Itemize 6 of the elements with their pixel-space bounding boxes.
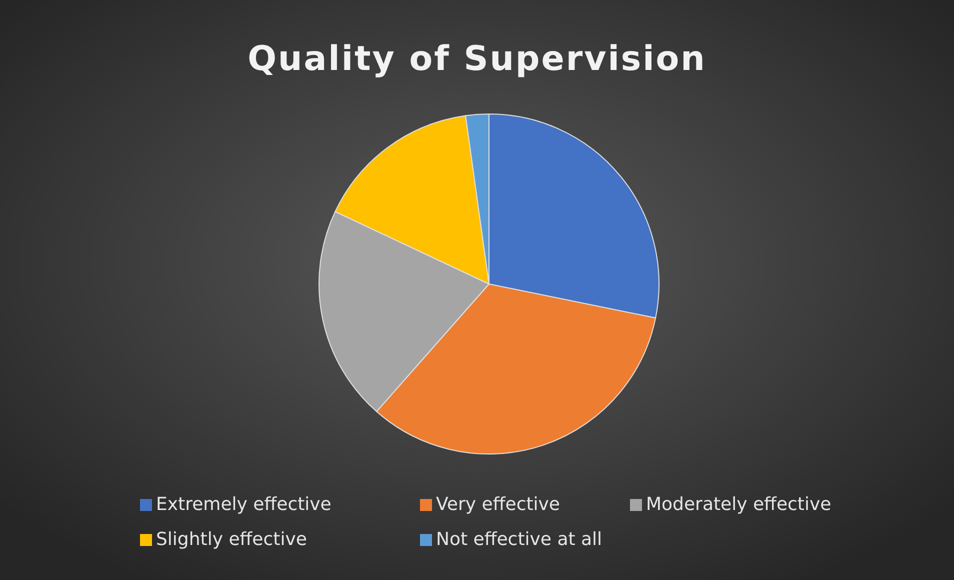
legend-label: Moderately effective [646, 494, 832, 515]
chart-title: Quality of Supervision [248, 39, 706, 79]
legend-label: Slightly effective [156, 529, 307, 550]
legend-label: Not effective at all [436, 529, 602, 550]
slice-label: Very effective [436, 494, 560, 515]
legend-label: Extremely effective [156, 494, 332, 515]
